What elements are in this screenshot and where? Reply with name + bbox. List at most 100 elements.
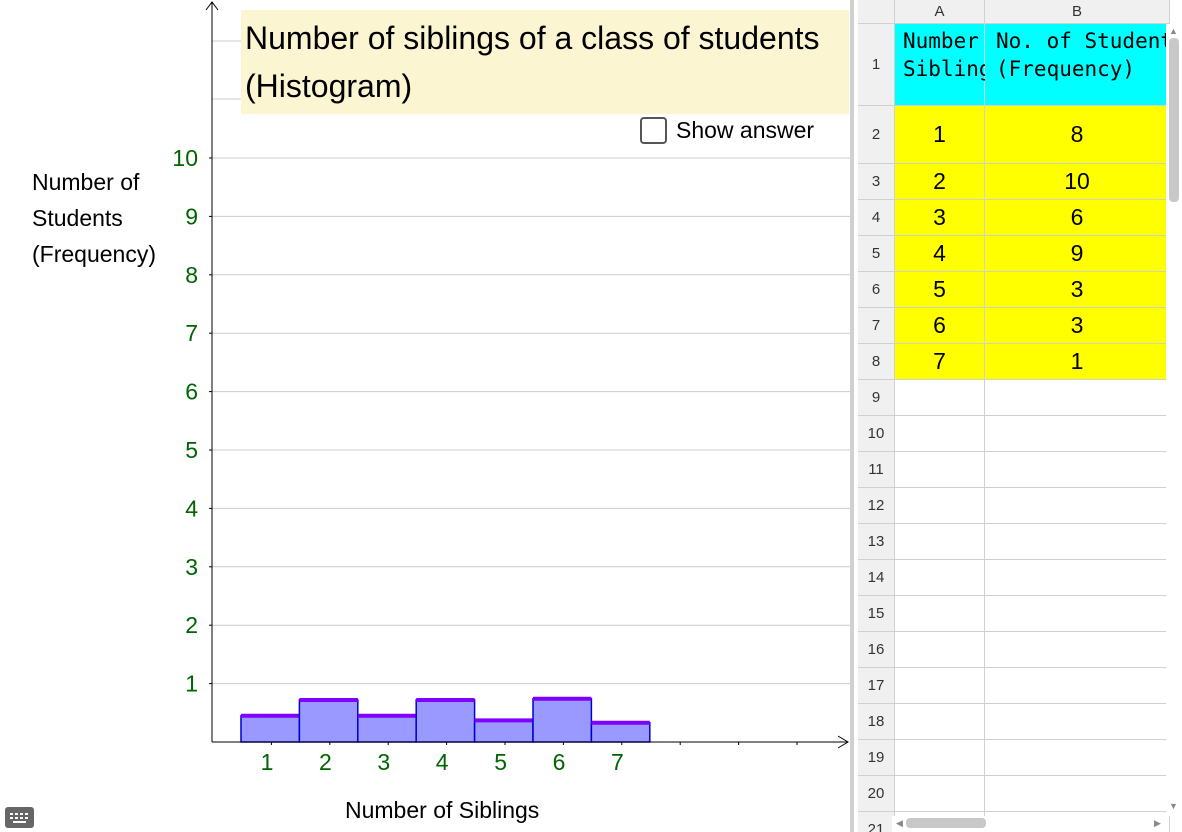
show-answer-label: Show answer bbox=[676, 116, 815, 143]
y-tick-label: 1 bbox=[185, 671, 198, 697]
cell-b10[interactable] bbox=[985, 416, 1170, 452]
x-tick-label: 2 bbox=[319, 749, 332, 775]
cell-a7[interactable]: 6 bbox=[895, 308, 985, 344]
column-header-a[interactable]: A bbox=[895, 0, 985, 24]
cell-a19[interactable] bbox=[895, 740, 985, 776]
cell-a13[interactable] bbox=[895, 524, 985, 560]
row-header[interactable]: 15 bbox=[858, 596, 895, 632]
histogram-chart: 1 2 3 4 5 6 7 8 9 10 1 2 3 4 5 6 7 bbox=[172, 1, 850, 775]
y-tick-label: 3 bbox=[185, 554, 198, 580]
x-tick-label: 5 bbox=[494, 749, 507, 775]
title-box: Number of siblings of a class of student… bbox=[241, 10, 849, 114]
cell-b18[interactable] bbox=[985, 704, 1170, 740]
cell-b17[interactable] bbox=[985, 668, 1170, 704]
y-tick-label: 10 bbox=[172, 145, 198, 171]
x-tick-label: 6 bbox=[553, 749, 566, 775]
cell-b15[interactable] bbox=[985, 596, 1170, 632]
cell-b14[interactable] bbox=[985, 560, 1170, 596]
scroll-up-icon[interactable]: ▲ bbox=[1169, 26, 1178, 36]
cell-b19[interactable] bbox=[985, 740, 1170, 776]
scroll-left-icon[interactable]: ◀ bbox=[896, 818, 903, 828]
cell-a3[interactable]: 2 bbox=[895, 164, 985, 200]
cell-a18[interactable] bbox=[895, 704, 985, 740]
cell-a2[interactable]: 1 bbox=[895, 106, 985, 164]
cell-b11[interactable] bbox=[985, 452, 1170, 488]
cell-a8[interactable]: 7 bbox=[895, 344, 985, 380]
histogram-bar bbox=[415, 699, 476, 743]
y-tick-label: 9 bbox=[185, 203, 198, 229]
scroll-down-icon[interactable]: ▼ bbox=[1169, 801, 1178, 811]
cell-b8[interactable]: 1 bbox=[985, 344, 1170, 380]
cell-b2[interactable]: 8 bbox=[985, 106, 1170, 164]
y-axis-label-line-2: Students bbox=[32, 205, 123, 231]
cell-b7[interactable]: 3 bbox=[985, 308, 1170, 344]
row-header[interactable]: 2 bbox=[858, 106, 895, 164]
y-tick-label: 4 bbox=[185, 495, 198, 521]
cell-b12[interactable] bbox=[985, 488, 1170, 524]
cell-a5[interactable]: 4 bbox=[895, 236, 985, 272]
y-axis-label: Number of Students (Frequency) bbox=[32, 164, 156, 272]
cell-b6[interactable]: 3 bbox=[985, 272, 1170, 308]
cell-a11[interactable] bbox=[895, 452, 985, 488]
cell-b3[interactable]: 10 bbox=[985, 164, 1170, 200]
row-header[interactable]: 5 bbox=[858, 236, 895, 272]
cell-a12[interactable] bbox=[895, 488, 985, 524]
row-header[interactable]: 7 bbox=[858, 308, 895, 344]
horizontal-scroll-thumb[interactable] bbox=[906, 818, 986, 828]
x-axis-label: Number of Siblings bbox=[345, 797, 540, 823]
spreadsheet-view[interactable]: A B 1 Number Siblings No. of Students (Frequ… bbox=[850, 0, 1182, 832]
cell-b5[interactable]: 9 bbox=[985, 236, 1170, 272]
cell-a4[interactable]: 3 bbox=[895, 200, 985, 236]
cell-b1[interactable]: No. of Students (Frequency) bbox=[985, 24, 1182, 106]
y-tick-label: 6 bbox=[185, 379, 198, 405]
cell-a16[interactable] bbox=[895, 632, 985, 668]
row-header[interactable]: 19 bbox=[858, 740, 895, 776]
graphics-view[interactable]: 1 2 3 4 5 6 7 8 9 10 1 2 3 4 5 6 7 Number of siblings of… bbox=[0, 0, 850, 832]
scroll-right-icon[interactable]: ▶ bbox=[1154, 818, 1161, 828]
show-answer-toggle[interactable]: Show answer bbox=[640, 116, 814, 144]
row-header[interactable]: 16 bbox=[858, 632, 895, 668]
cell-b20[interactable] bbox=[985, 776, 1170, 812]
x-tick-label: 4 bbox=[436, 749, 449, 775]
row-header[interactable]: 18 bbox=[858, 704, 895, 740]
y-tick-label: 5 bbox=[185, 437, 198, 463]
row-header[interactable]: 17 bbox=[858, 668, 895, 704]
y-tick-label: 7 bbox=[185, 320, 198, 346]
histogram-bar bbox=[473, 719, 534, 743]
sheet-corner[interactable] bbox=[858, 0, 895, 24]
cell-a17[interactable] bbox=[895, 668, 985, 704]
row-header[interactable]: 14 bbox=[858, 560, 895, 596]
cell-a14[interactable] bbox=[895, 560, 985, 596]
x-tick-label: 1 bbox=[261, 749, 274, 775]
row-header[interactable]: 8 bbox=[858, 344, 895, 380]
row-header[interactable]: 6 bbox=[858, 272, 895, 308]
cell-a20[interactable] bbox=[895, 776, 985, 812]
y-axis-label-line-1: Number of bbox=[32, 169, 140, 195]
vertical-scroll-thumb[interactable] bbox=[1169, 38, 1179, 202]
row-header[interactable]: 10 bbox=[858, 416, 895, 452]
row-header[interactable]: 12 bbox=[858, 488, 895, 524]
cell-b4[interactable]: 6 bbox=[985, 200, 1170, 236]
cell-b13[interactable] bbox=[985, 524, 1170, 560]
row-header[interactable]: 20 bbox=[858, 776, 895, 812]
row-header[interactable]: 13 bbox=[858, 524, 895, 560]
cell-b16[interactable] bbox=[985, 632, 1170, 668]
cell-a15[interactable] bbox=[895, 596, 985, 632]
histogram-bar bbox=[590, 721, 651, 743]
cell-a10[interactable] bbox=[895, 416, 985, 452]
y-axis-arrow bbox=[205, 1, 219, 11]
row-header[interactable]: 9 bbox=[858, 380, 895, 416]
column-header-b[interactable]: B bbox=[985, 0, 1170, 24]
row-header[interactable]: 1 bbox=[858, 24, 895, 106]
row-header[interactable]: 11 bbox=[858, 452, 895, 488]
cell-b9[interactable] bbox=[985, 380, 1170, 416]
cell-a1[interactable]: Number Siblings bbox=[895, 24, 1004, 106]
keyboard-icon[interactable] bbox=[5, 807, 34, 828]
vertical-scrollbar[interactable] bbox=[1166, 24, 1182, 816]
cell-a6[interactable]: 5 bbox=[895, 272, 985, 308]
row-header[interactable]: 21 bbox=[858, 812, 895, 832]
row-header[interactable]: 3 bbox=[858, 164, 895, 200]
cell-a9[interactable] bbox=[895, 380, 985, 416]
row-header[interactable]: 4 bbox=[858, 200, 895, 236]
show-answer-checkbox[interactable] bbox=[640, 116, 667, 144]
